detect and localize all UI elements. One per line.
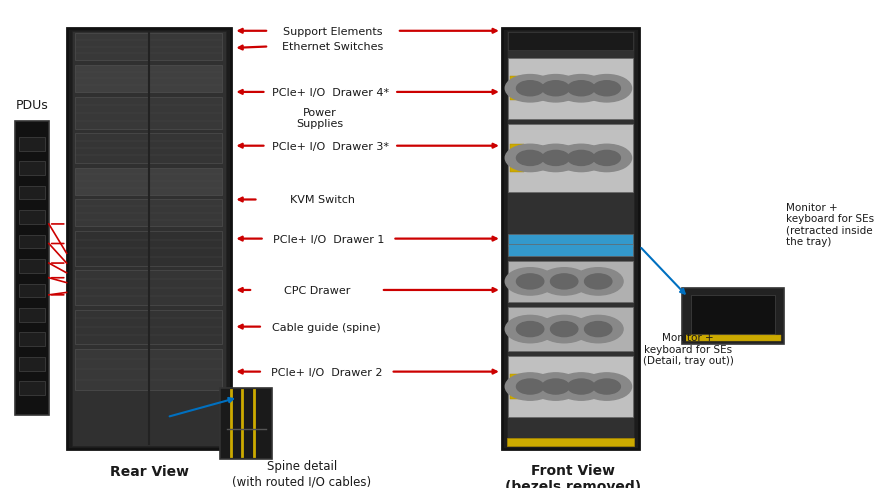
Bar	[75, 349, 222, 390]
Circle shape	[551, 274, 578, 289]
Circle shape	[593, 151, 621, 166]
Bar	[507, 32, 634, 447]
Bar	[682, 288, 784, 344]
Bar	[75, 200, 222, 227]
Circle shape	[505, 373, 555, 400]
Text: PCIe+ I/O  Drawer 3*: PCIe+ I/O Drawer 3*	[272, 142, 389, 151]
Circle shape	[531, 76, 581, 103]
Text: Power
Supplies: Power Supplies	[296, 107, 344, 129]
Bar	[19, 260, 45, 273]
Circle shape	[584, 274, 612, 289]
Bar	[508, 59, 633, 120]
Circle shape	[582, 373, 631, 400]
Circle shape	[539, 268, 589, 296]
Circle shape	[551, 322, 578, 337]
Circle shape	[574, 316, 623, 343]
Circle shape	[584, 322, 612, 337]
Bar	[19, 284, 45, 298]
Text: Rear View: Rear View	[110, 464, 188, 478]
Text: PCIe+ I/O  Drawer 1: PCIe+ I/O Drawer 1	[273, 234, 385, 244]
Circle shape	[505, 145, 555, 172]
Circle shape	[542, 379, 569, 394]
Bar	[67, 29, 231, 449]
Text: Monitor +
keyboard for SEs
(Detail, tray out)): Monitor + keyboard for SEs (Detail, tray…	[643, 332, 733, 366]
Bar	[15, 122, 49, 415]
Bar	[19, 138, 45, 151]
Circle shape	[517, 379, 543, 394]
Circle shape	[542, 81, 569, 97]
Circle shape	[593, 81, 621, 97]
Text: Cable guide (spine): Cable guide (spine)	[273, 322, 381, 332]
Bar	[19, 382, 45, 395]
Text: PCIe+ I/O  Drawer 2: PCIe+ I/O Drawer 2	[271, 367, 383, 377]
Bar	[75, 66, 222, 93]
Bar	[508, 124, 633, 193]
Bar	[19, 211, 45, 224]
Bar	[220, 388, 272, 459]
Circle shape	[582, 76, 631, 103]
Circle shape	[556, 145, 606, 172]
Bar	[19, 333, 45, 346]
Bar	[75, 168, 222, 195]
Bar	[508, 234, 633, 246]
Bar	[507, 438, 634, 447]
Bar	[508, 244, 633, 256]
Circle shape	[556, 373, 606, 400]
Bar	[691, 295, 775, 334]
Bar	[19, 235, 45, 249]
Bar	[508, 33, 633, 51]
Circle shape	[505, 316, 555, 343]
Text: Support Elements: Support Elements	[283, 27, 383, 37]
Bar	[510, 375, 524, 399]
Circle shape	[531, 145, 581, 172]
Text: PDUs: PDUs	[16, 99, 48, 111]
Circle shape	[593, 379, 621, 394]
Circle shape	[567, 379, 595, 394]
Circle shape	[531, 373, 581, 400]
Text: Spine detail
(with routed I/O cables): Spine detail (with routed I/O cables)	[233, 459, 371, 488]
Circle shape	[574, 268, 623, 296]
Bar	[508, 356, 633, 417]
Bar	[75, 310, 222, 344]
Bar	[75, 271, 222, 305]
Bar	[75, 232, 222, 266]
Text: Monitor +
keyboard for SEs
(retracted inside
the tray): Monitor + keyboard for SEs (retracted in…	[786, 202, 874, 247]
Circle shape	[567, 81, 595, 97]
Text: CPC Drawer: CPC Drawer	[284, 285, 350, 295]
Text: Ethernet Switches: Ethernet Switches	[282, 42, 384, 52]
Circle shape	[556, 76, 606, 103]
Circle shape	[517, 81, 543, 97]
Bar	[502, 29, 639, 449]
Bar	[510, 145, 524, 172]
Circle shape	[582, 145, 631, 172]
Circle shape	[567, 151, 595, 166]
Circle shape	[517, 322, 543, 337]
Text: PCIe+ I/O  Drawer 4*: PCIe+ I/O Drawer 4*	[272, 88, 389, 98]
Circle shape	[542, 151, 569, 166]
Circle shape	[539, 316, 589, 343]
Bar	[508, 261, 633, 303]
Bar	[19, 357, 45, 371]
Bar	[508, 33, 633, 51]
Bar	[686, 335, 781, 341]
Bar	[508, 307, 633, 351]
Circle shape	[517, 274, 543, 289]
Bar	[75, 34, 222, 61]
Bar	[19, 308, 45, 322]
Bar	[19, 162, 45, 176]
Bar	[75, 98, 222, 129]
Bar	[72, 32, 226, 447]
Circle shape	[517, 151, 543, 166]
Circle shape	[505, 268, 555, 296]
Bar	[75, 134, 222, 163]
Text: KVM Switch: KVM Switch	[289, 195, 355, 205]
Bar	[510, 77, 524, 102]
Bar	[19, 186, 45, 200]
Text: Front View
(bezels removed): Front View (bezels removed)	[504, 463, 641, 488]
Circle shape	[505, 76, 555, 103]
